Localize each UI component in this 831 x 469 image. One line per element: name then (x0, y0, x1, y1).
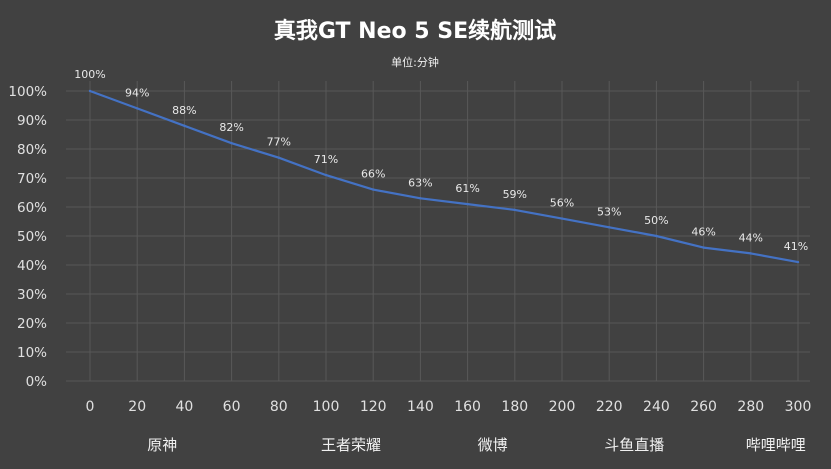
data-point (608, 226, 611, 229)
data-label: 59% (503, 188, 527, 201)
data-label: 94% (125, 86, 149, 99)
y-tick-label: 20% (17, 316, 47, 332)
data-point (230, 142, 233, 145)
data-point (419, 197, 422, 200)
data-label: 53% (597, 205, 621, 218)
y-tick-label: 100% (8, 84, 47, 100)
y-tick-label: 40% (17, 258, 47, 274)
data-labels: 100% 94% 88% 82% 77% 71% 66% 63% 61% 59% 56% 53% 50%… (74, 68, 808, 253)
segment-label: 王者荣耀 (321, 436, 381, 454)
data-label: 50% (644, 214, 668, 227)
segment-label: 斗鱼直播 (604, 436, 664, 454)
data-label: 63% (408, 176, 432, 189)
x-tick-label: 140 (407, 399, 434, 415)
x-axis-ticks: 0 20 40 60 80 100 120 140 160 180 200 220 240 260 280 3… (86, 399, 812, 415)
data-point (796, 260, 800, 264)
data-point (277, 156, 280, 159)
y-tick-label: 60% (17, 200, 47, 216)
y-tick-label: 30% (17, 287, 47, 303)
series-line (88, 89, 800, 264)
x-tick-label: 0 (86, 399, 95, 415)
x-tick-label: 200 (549, 399, 576, 415)
x-tick-label: 100 (313, 399, 340, 415)
x-tick-label: 260 (690, 399, 717, 415)
x-tick-label: 20 (128, 399, 146, 415)
segment-label: 原神 (147, 436, 177, 454)
data-label: 77% (267, 136, 291, 149)
x-tick-label: 160 (454, 399, 481, 415)
data-label: 88% (172, 104, 196, 117)
x-tick-label: 280 (737, 399, 764, 415)
data-point (749, 252, 752, 255)
chart-title: 真我GT Neo 5 SE续航测试 (274, 18, 556, 44)
data-point (655, 234, 658, 238)
x-tick-label: 180 (501, 399, 528, 415)
x-tick-label: 300 (785, 399, 812, 415)
y-tick-label: 0% (26, 374, 48, 390)
data-label: 44% (739, 231, 763, 244)
data-label: 41% (784, 240, 808, 253)
x-tick-label: 40 (175, 399, 193, 415)
x-tick-label: 220 (596, 399, 623, 415)
y-tick-label: 70% (17, 171, 47, 187)
y-tick-label: 10% (17, 345, 47, 361)
y-axis-ticks: 0% 10% 20% 30% 40% 50% 60% 70% 80% 90% 100% (8, 84, 47, 390)
y-tick-label: 90% (17, 113, 47, 129)
data-label: 61% (455, 182, 479, 195)
x-tick-label: 120 (360, 399, 387, 415)
data-label: 82% (219, 121, 243, 134)
data-label: 46% (691, 226, 715, 239)
gridlines (66, 81, 810, 382)
data-point (513, 208, 516, 212)
data-point (466, 202, 469, 206)
data-point (560, 217, 564, 220)
data-label: 66% (361, 168, 385, 181)
data-label: 100% (74, 68, 105, 81)
data-label: 71% (314, 153, 338, 166)
x-tick-label: 80 (270, 399, 288, 415)
y-tick-label: 80% (17, 142, 47, 158)
app-segment-labels: 原神 王者荣耀 微博 斗鱼直播 哔哩哔哩 (147, 436, 806, 454)
chart-subtitle: 单位:分钟 (391, 55, 439, 69)
x-tick-label: 60 (223, 399, 241, 415)
segment-label: 微博 (478, 436, 508, 454)
y-tick-label: 50% (17, 229, 47, 245)
data-point (702, 246, 705, 249)
data-label: 56% (550, 197, 574, 210)
data-point (136, 107, 139, 110)
data-point (324, 173, 328, 177)
data-point (88, 89, 92, 93)
segment-label: 哔哩哔哩 (746, 436, 806, 454)
series-line-path (89, 89, 799, 264)
x-tick-label: 240 (643, 399, 670, 415)
data-point (372, 188, 375, 191)
data-point (183, 124, 186, 128)
